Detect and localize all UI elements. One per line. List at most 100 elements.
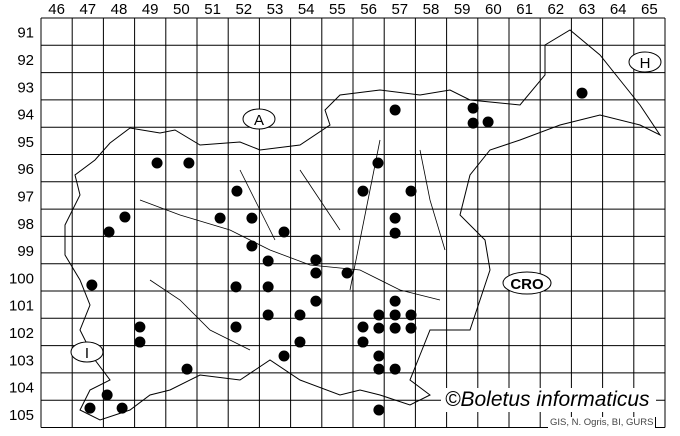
occurrence-marker (262, 255, 274, 267)
occurrence-marker (405, 185, 417, 197)
occurrence-marker (467, 102, 479, 114)
occurrence-marker (389, 322, 401, 334)
column-label: 47 (79, 1, 96, 18)
row-label: 93 (17, 79, 34, 96)
occurrence-marker (341, 267, 353, 279)
occurrence-marker (467, 117, 479, 129)
row-label: 105 (9, 407, 34, 424)
occurrence-marker (231, 185, 243, 197)
column-label: 59 (454, 1, 471, 18)
occurrence-marker (84, 402, 96, 414)
occurrence-marker (116, 402, 128, 414)
occurrence-marker (405, 322, 417, 334)
country-label-hungary: H (628, 51, 662, 73)
svg-text:A: A (254, 112, 264, 129)
occurrence-marker (310, 267, 322, 279)
occurrence-marker (389, 104, 401, 116)
country-label-croatia: CRO (502, 271, 552, 295)
country-labels: A H CRO I (70, 51, 662, 363)
column-label: 64 (610, 1, 627, 18)
occurrence-marker (357, 336, 369, 348)
occurrence-marker (214, 212, 226, 224)
occurrence-marker (151, 157, 163, 169)
column-label: 65 (641, 1, 658, 18)
row-label: 103 (9, 352, 34, 369)
country-label-austria: A (242, 108, 276, 130)
row-label: 98 (17, 216, 34, 233)
occurrence-marker (262, 309, 274, 321)
row-label: 99 (17, 243, 34, 260)
column-label: 58 (423, 1, 440, 18)
column-label: 55 (329, 1, 346, 18)
occurrence-marker (389, 309, 401, 321)
occurrence-marker (310, 295, 322, 307)
row-label: 92 (17, 52, 34, 69)
grid (40, 17, 666, 428)
column-label: 48 (111, 1, 128, 18)
occurrence-marker (246, 240, 258, 252)
occurrence-marker (183, 157, 195, 169)
occurrence-marker (246, 212, 258, 224)
svg-text:H: H (640, 55, 651, 72)
occurrence-marker (103, 226, 115, 238)
occurrence-markers (84, 87, 588, 416)
column-label: 63 (579, 1, 596, 18)
occurrence-marker (389, 212, 401, 224)
occurrence-marker (373, 363, 385, 375)
occurrence-marker (119, 211, 131, 223)
column-labels: 46 47 48 49 50 51 52 53 54 55 56 57 58 59 60 61 62 63 64 65 (48, 1, 657, 18)
column-label: 62 (547, 1, 564, 18)
occurrence-marker (294, 336, 306, 348)
column-label: 61 (516, 1, 533, 18)
row-label: 104 (9, 380, 34, 397)
svg-text:I: I (85, 345, 89, 362)
copyright-credit: ©Boletus informaticus (441, 388, 656, 412)
occurrence-marker (576, 87, 588, 99)
column-label: 57 (391, 1, 408, 18)
row-label: 97 (17, 188, 34, 205)
occurrence-marker (357, 321, 369, 333)
occurrence-marker (389, 295, 401, 307)
column-label: 53 (267, 1, 284, 18)
row-label: 101 (9, 298, 34, 315)
row-label: 91 (17, 25, 34, 42)
occurrence-marker (278, 350, 290, 362)
occurrence-marker (372, 157, 384, 169)
column-label: 51 (204, 1, 221, 18)
occurrence-marker (134, 336, 146, 348)
occurrence-marker (310, 254, 322, 266)
column-label: 56 (360, 1, 377, 18)
occurrence-marker (373, 404, 385, 416)
column-label: 54 (298, 1, 315, 18)
data-source: GIS, N. Ogris, BI, GURS (548, 417, 657, 428)
occurrence-marker (373, 322, 385, 334)
occurrence-marker (373, 309, 385, 321)
row-label: 102 (9, 325, 34, 342)
row-label: 100 (9, 270, 34, 287)
column-label: 49 (142, 1, 159, 18)
occurrence-marker (230, 321, 242, 333)
row-label: 96 (17, 161, 34, 178)
occurrence-marker (389, 363, 401, 375)
column-label: 50 (173, 1, 190, 18)
column-label: 60 (485, 1, 502, 18)
occurrence-marker (181, 363, 193, 375)
svg-text:CRO: CRO (510, 276, 544, 293)
occurrence-marker (278, 226, 290, 238)
occurrence-marker (262, 281, 274, 293)
occurrence-marker (101, 389, 113, 401)
occurrence-marker (230, 281, 242, 293)
occurrence-marker (357, 185, 369, 197)
occurrence-marker (405, 309, 417, 321)
occurrence-marker (373, 350, 385, 362)
occurrence-marker (86, 279, 98, 291)
row-labels: 91 92 93 94 95 96 97 98 99 100 101 102 103 104 105 (9, 25, 34, 424)
row-label: 95 (17, 134, 34, 151)
occurrence-marker (294, 309, 306, 321)
row-label: 94 (17, 107, 34, 124)
country-label-italy: I (70, 341, 104, 363)
country-border (64, 29, 662, 421)
column-label: 46 (48, 1, 65, 18)
column-label: 52 (235, 1, 252, 18)
